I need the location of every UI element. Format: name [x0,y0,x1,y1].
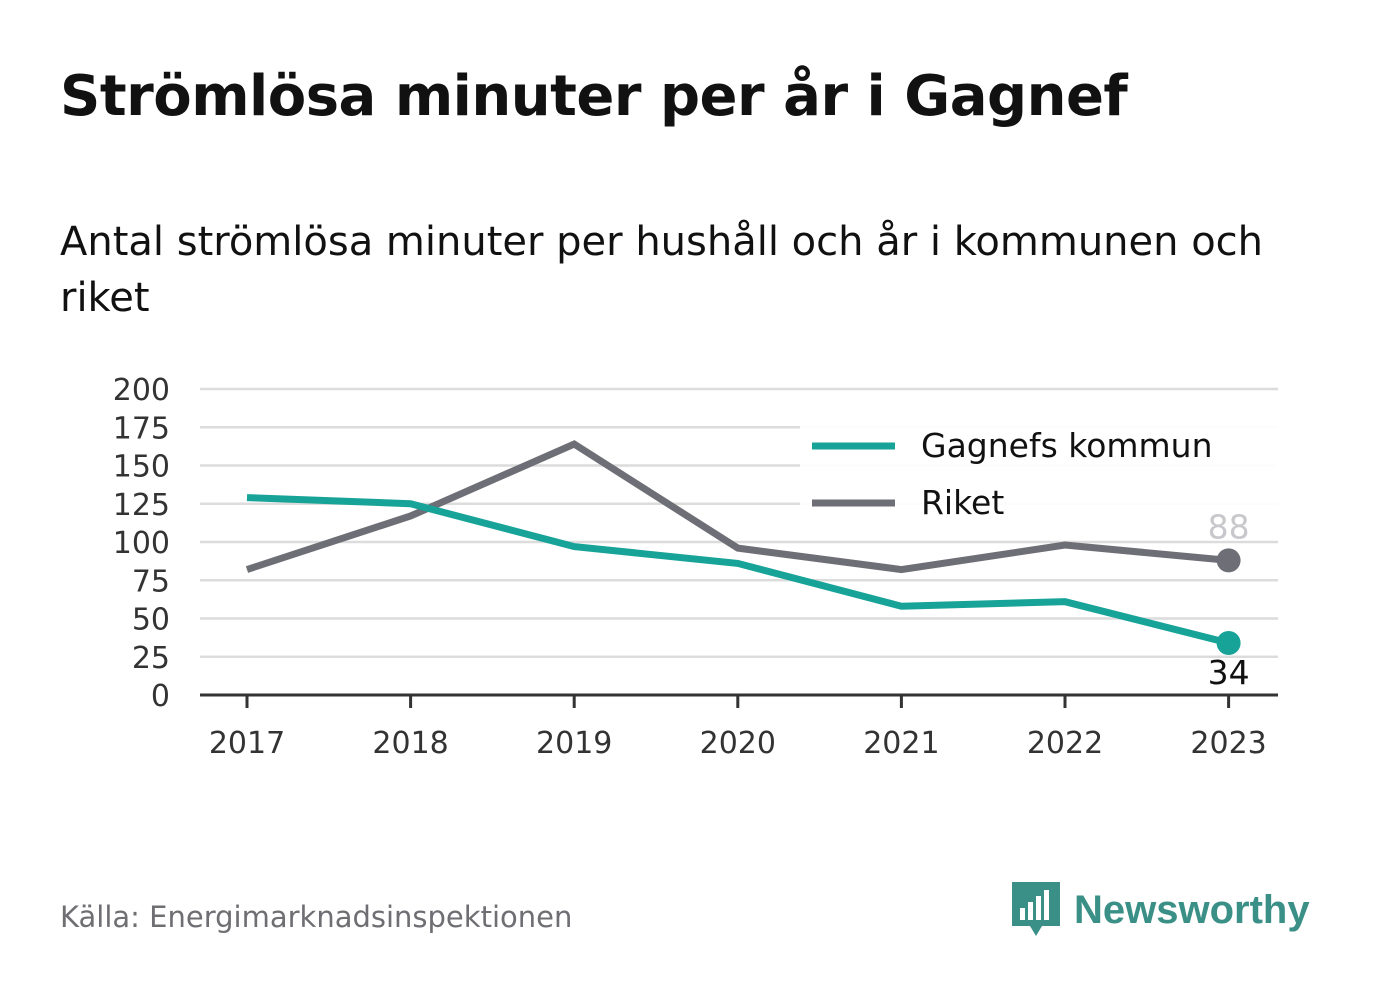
series-layer [245,440,1241,655]
y-tick-label: 0 [151,679,170,714]
legend-label-gagnef: Gagnefs kommun [921,426,1213,465]
x-tick-label: 2019 [536,726,612,761]
page-subtitle: Antal strömlösa minuter per hushåll och … [60,219,1264,321]
y-tick-label: 25 [132,641,170,676]
x-tick-label: 2021 [863,726,939,761]
series-line-gagnef [246,494,1230,647]
y-tick-label: 75 [132,564,170,599]
legend-background [800,420,1280,525]
y-tick-label: 150 [113,450,170,485]
y-tick-label: 100 [113,526,170,561]
data-point-gagnef [1216,630,1241,655]
x-tick-label: 2023 [1190,726,1266,761]
newsworthy-logo-icon [1012,882,1060,936]
data-point-riket [1216,548,1241,573]
brand-logo: Newsworthy [1010,880,1310,940]
end-labels: 34 88 [1208,507,1250,692]
page-title: Strömlösa minuter per år i Gagnef [60,64,1128,129]
legend-label-riket: Riket [921,483,1004,522]
x-tick-label: 2017 [209,726,285,761]
series-line-riket [245,440,1229,574]
end-label-riket: 88 [1208,507,1250,546]
y-tick-label: 175 [113,411,170,446]
y-tick-label: 125 [113,488,170,523]
x-tick-label: 2020 [700,726,776,761]
y-tick-label: 50 [132,603,170,638]
legend: Gagnefs kommun Riket [800,420,1280,525]
x-tick-label: 2022 [1027,726,1103,761]
source-note: Källa: Energimarknadsinspektionen [60,900,573,934]
y-tick-label: 200 [113,373,170,408]
x-axis-ticks: 2017 2018 2019 2020 2021 2022 2023 [209,695,1267,761]
x-tick-label: 2018 [372,726,448,761]
brand-name: Newsworthy [1074,887,1310,932]
end-label-gagnef: 34 [1208,653,1250,692]
